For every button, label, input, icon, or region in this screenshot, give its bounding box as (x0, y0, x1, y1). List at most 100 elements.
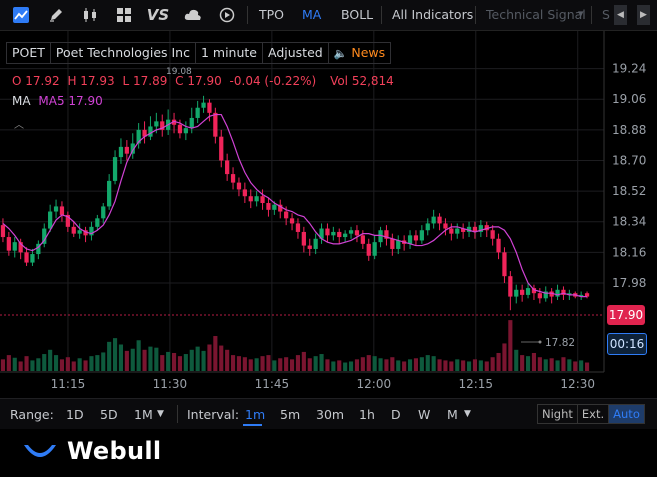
price-chart[interactable]: 19.24 19.06 18.88 18.70 18.52 18.34 18.16 17.98… (0, 31, 657, 396)
volume-bar (207, 344, 212, 371)
symbol-ticker[interactable]: POET (7, 43, 51, 63)
volume-bar (53, 355, 59, 371)
candle-body (472, 226, 478, 232)
candle-body (219, 136, 224, 161)
volume-bar (266, 355, 271, 371)
candlestick (419, 225, 424, 244)
range-1d[interactable]: 1D (66, 407, 84, 422)
volume-bar (331, 361, 336, 371)
interval-1h[interactable]: 1h (359, 407, 375, 422)
candlestick (183, 121, 188, 141)
volume-bar (372, 356, 377, 371)
candlestick (195, 100, 200, 124)
chart-controls-bar: Range: 1D 5D 1M ▼ Interval: 1m 5m 30m 1h… (0, 398, 657, 429)
cloud-icon[interactable] (181, 3, 205, 27)
interval-label[interactable]: 1 minute (196, 43, 263, 63)
collapse-chevron-icon[interactable]: ︿ (14, 120, 24, 131)
candlestick (6, 231, 11, 256)
interval-5m[interactable]: 5m (280, 407, 301, 422)
candle-body (183, 128, 188, 134)
interval-label-text: Interval: (187, 407, 240, 422)
interval-d[interactable]: D (391, 407, 401, 422)
indicator-boll[interactable]: BOLL (341, 7, 374, 22)
draw-pen-icon[interactable] (44, 3, 68, 27)
adjusted-label[interactable]: Adjusted (263, 43, 329, 63)
interval-m[interactable]: M (447, 407, 458, 422)
scroll-right-arrow-icon[interactable]: ▶ (637, 5, 650, 25)
candle-body (443, 223, 448, 229)
layout-grid-icon[interactable] (112, 3, 136, 27)
candle-body (413, 235, 419, 241)
volume-bar (531, 352, 537, 371)
vs-compare-icon[interactable]: VS (146, 6, 170, 24)
volume-bar (425, 355, 430, 371)
session-night[interactable]: Night (538, 405, 578, 423)
volume-bar (59, 359, 65, 371)
candle-body (384, 230, 389, 239)
candlestick (543, 286, 548, 302)
candle-body (112, 157, 118, 181)
volume-bar (478, 360, 483, 371)
chevron-down-icon[interactable]: ▼ (157, 409, 164, 419)
candlestick (449, 223, 454, 241)
symbol-info-bar: POET Poet Technologies Inc 1 minute Adju… (6, 42, 392, 64)
chart-toolbar: VS TPO MA BOLL All Indicators Technical … (0, 0, 657, 31)
technical-signal-button[interactable]: Technical Signal (486, 7, 586, 22)
interval-w[interactable]: W (418, 407, 431, 422)
candle-body (531, 288, 537, 294)
candlestick (520, 284, 525, 302)
candle-body (431, 216, 436, 224)
candle-body (236, 182, 242, 190)
candle-body (301, 231, 306, 246)
all-indicators-button[interactable]: All Indicators (392, 7, 474, 22)
candle-body (549, 291, 554, 297)
candlestick-icon[interactable] (78, 3, 102, 27)
indicator-tpo[interactable]: TPO (259, 7, 285, 22)
chevron-down-icon[interactable]: ▼ (464, 409, 471, 419)
range-1m[interactable]: 1M (134, 407, 153, 422)
candlestick (36, 240, 41, 260)
ohlc-readout: O 17.92 H 17.93 L 17.89 C 17.90 -0.04 (-… (12, 74, 398, 88)
range-5d[interactable]: 5D (100, 407, 118, 422)
candle-body (136, 129, 141, 144)
candlestick (354, 225, 360, 243)
candle-body (478, 225, 483, 232)
candle-body (142, 129, 147, 137)
candle-body (6, 237, 11, 251)
indicator-ma[interactable]: MA (302, 7, 322, 22)
candlestick (30, 248, 35, 266)
candlestick (384, 225, 389, 246)
candlestick (455, 223, 460, 239)
candlestick (525, 282, 531, 299)
candlestick (148, 116, 153, 141)
candle-body (343, 233, 348, 238)
time-axis-label: 12:00 (357, 377, 392, 391)
volume-bar (443, 360, 448, 371)
interval-30m[interactable]: 30m (316, 407, 345, 422)
candlestick (343, 230, 348, 243)
candle-body (71, 226, 76, 234)
volume-bar (307, 358, 312, 371)
news-button[interactable]: 🔈 News (329, 43, 390, 63)
candle-body (537, 293, 542, 299)
interval-1m[interactable]: 1m (245, 407, 266, 422)
session-auto[interactable]: Auto (609, 405, 644, 423)
candle-body (107, 180, 112, 207)
candlestick (514, 284, 519, 304)
candle-body (514, 289, 519, 297)
line-chart-icon[interactable] (9, 3, 33, 27)
volume-bar (71, 361, 76, 371)
candlestick (407, 230, 413, 249)
candle-body (278, 204, 283, 212)
volume-value: Vol 52,814 (330, 74, 394, 88)
price-axis-label: 18.88 (612, 123, 646, 137)
replay-icon[interactable] (215, 3, 239, 27)
candlestick (484, 221, 489, 238)
candlestick (0, 218, 6, 243)
volume-bar (484, 361, 489, 371)
scroll-left-arrow-icon[interactable]: ◀ (614, 5, 627, 25)
volume-bar (278, 358, 283, 371)
candlestick (107, 174, 112, 210)
session-ext[interactable]: Ext. (578, 405, 610, 423)
candle-body (30, 254, 35, 263)
